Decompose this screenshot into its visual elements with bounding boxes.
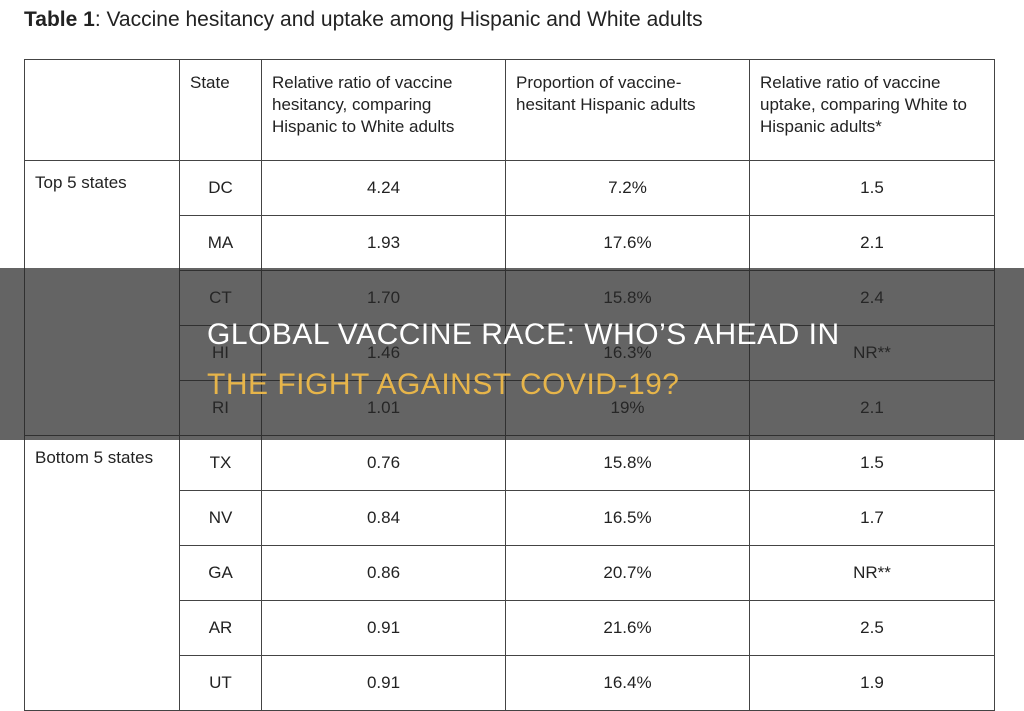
table-cell: 0.86 — [261, 545, 506, 601]
table-cell: TX — [179, 435, 262, 491]
table-label: Table 1 — [24, 8, 95, 31]
header-cell — [24, 59, 180, 161]
table-cell: DC — [179, 160, 262, 216]
table-cell: 1.5 — [749, 435, 995, 491]
table-row: Bottom 5 states TX 0.76 15.8% 1.5 — [24, 435, 995, 711]
table-cell: 20.7% — [505, 545, 750, 601]
table-title: Table 1: Vaccine hesitancy and uptake am… — [24, 8, 703, 32]
table-row: NV 0.84 16.5% 1.7 — [25, 490, 995, 546]
title-text: : Vaccine hesitancy and uptake among His… — [94, 8, 703, 31]
table-row: AR 0.91 21.6% 2.5 — [25, 600, 995, 656]
table-cell: 0.76 — [261, 435, 506, 491]
header-cell: Proportion of vaccine-hesitant Hispanic … — [505, 59, 750, 161]
header-cell: Relative ratio of vaccine uptake, compar… — [749, 59, 995, 161]
headline-line: THE FIGHT AGAINST COVID-19? — [207, 368, 680, 401]
table-cell: MA — [179, 215, 262, 271]
table-cell: 1.5 — [749, 160, 995, 216]
table-cell: 1.7 — [749, 490, 995, 546]
table-cell: 2.5 — [749, 600, 995, 656]
header-cell: State — [179, 59, 262, 161]
table-cell: NV — [179, 490, 262, 546]
group-cell: Bottom 5 states — [24, 435, 180, 711]
table-cell: UT — [179, 655, 262, 711]
headline-banner: GLOBAL VACCINE RACE: WHO’S AHEAD IN THE … — [0, 268, 1024, 440]
table-cell: AR — [179, 600, 262, 656]
table-cell: 0.91 — [261, 655, 506, 711]
header-row: State Relative ratio of vaccine hesitancy… — [24, 59, 995, 161]
table-cell: 21.6% — [505, 600, 750, 656]
page: Table 1: Vaccine hesitancy and uptake am… — [0, 8, 1024, 711]
table-row: Top 5 states DC 4.24 7.2% 1.5 — [24, 160, 995, 436]
table-cell: 2.1 — [749, 215, 995, 271]
table-cell: 16.5% — [505, 490, 750, 546]
table-cell: GA — [179, 545, 262, 601]
table-cell: 0.84 — [261, 490, 506, 546]
table-cell: 7.2% — [505, 160, 750, 216]
table-row: MA 1.93 17.6% 2.1 — [25, 215, 995, 271]
table-cell: 0.91 — [261, 600, 506, 656]
table-cell: 16.4% — [505, 655, 750, 711]
table-cell: 17.6% — [505, 215, 750, 271]
table-cell: 1.9 — [749, 655, 995, 711]
table-cell: NR** — [749, 545, 995, 601]
header-cell: Relative ratio of vaccine hesitancy, com… — [261, 59, 506, 161]
table-cell: 4.24 — [261, 160, 506, 216]
table-row: GA 0.86 20.7% NR** — [25, 545, 995, 601]
table-cell: 1.93 — [261, 215, 506, 271]
table-cell: 15.8% — [505, 435, 750, 491]
headline-line: GLOBAL VACCINE RACE: WHO’S AHEAD IN — [207, 318, 840, 351]
